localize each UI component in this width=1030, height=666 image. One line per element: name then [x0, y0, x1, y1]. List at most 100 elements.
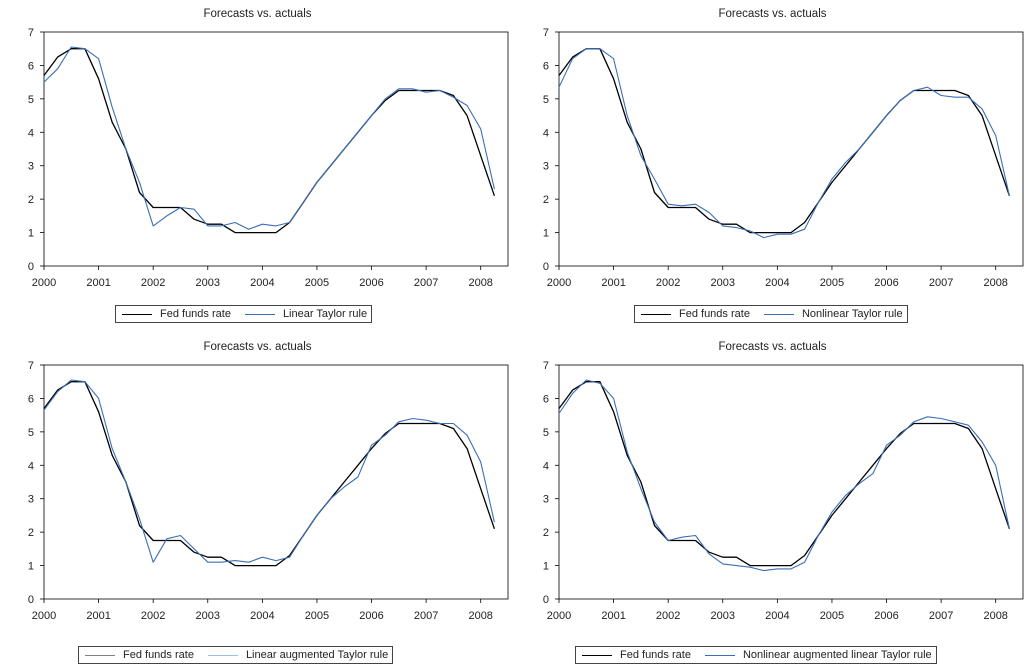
y-tick-label: 7: [543, 360, 549, 372]
x-tick-label: 2001: [86, 610, 110, 622]
x-tick-label: 2007: [929, 277, 953, 289]
chart-panel-1: Forecasts vs. actuals 0 1 2 3 4 5 6 7 2000 2001 20…: [0, 0, 515, 333]
y-tick-label: 7: [28, 27, 34, 39]
legend-swatch: [641, 313, 671, 315]
x-tick-label: 2006: [874, 277, 898, 289]
chart-title: Forecasts vs. actuals: [718, 8, 827, 20]
x-tick-label: 2006: [359, 610, 383, 622]
x-tick-label: 2003: [711, 610, 735, 622]
x-tick-label: 2001: [601, 610, 625, 622]
x-tick-label: 2000: [32, 277, 56, 289]
legend-item: Nonlinear Taylor rule: [762, 308, 903, 320]
y-tick-label: 5: [543, 94, 549, 106]
y-tick-label: 2: [543, 194, 549, 206]
chart-plot-area: 0 1 2 3 4 5 6 7 2000 2001 2002 2003 2004 2005 2006 2007…: [543, 27, 1024, 289]
chart-panel-2: Forecasts vs. actuals 0 1 2 3 4 5 6 7 2000 2001 20…: [515, 0, 1030, 333]
x-tick-label: 2007: [414, 277, 438, 289]
y-tick-label: 6: [28, 393, 34, 405]
series-line-2: [558, 379, 1010, 572]
x-tick-label: 2004: [765, 277, 789, 289]
x-tick-label: 2006: [359, 277, 383, 289]
chart-panel-3: Forecasts vs. actuals 0 1 2 3 4 5 6 7 2000 2001 20…: [0, 333, 515, 666]
legend-label: Fed funds rate: [160, 308, 231, 320]
y-tick-label: 0: [543, 261, 549, 273]
series-line-1: [43, 48, 496, 234]
x-tick-label: 2008: [983, 277, 1007, 289]
x-tick-label: 2002: [656, 277, 680, 289]
chart-panel-4: Forecasts vs. actuals 0 1 2 3 4 5 6 7 2000 2001 20…: [515, 333, 1030, 666]
y-tick-label: 3: [543, 494, 549, 506]
plot-frame: [43, 364, 509, 600]
legend-swatch: [763, 313, 794, 315]
legend-item: Fed funds rate: [120, 308, 231, 320]
x-tick-label: 2004: [250, 277, 274, 289]
plot-frame: [558, 31, 1024, 267]
chart-legend: Fed funds rate Linear augmented Taylor r…: [78, 646, 394, 664]
y-tick-label: 0: [28, 261, 34, 273]
chart-title: Forecasts vs. actuals: [203, 341, 312, 353]
y-tick-label: 0: [28, 594, 34, 606]
x-tick-label: 2008: [983, 610, 1007, 622]
y-tick-label: 1: [543, 228, 549, 240]
y-tick-label: 6: [543, 393, 549, 405]
chart-plot-area: 0 1 2 3 4 5 6 7 2000 2001 2002 2003 2004 2005 2006 2007…: [28, 360, 509, 622]
y-tick-label: 4: [28, 460, 34, 472]
x-tick-label: 2004: [765, 610, 789, 622]
legend-item: Nonlinear augmented linear Taylor rule: [703, 649, 932, 661]
y-tick-label: 3: [28, 161, 34, 173]
x-tick-label: 2005: [305, 277, 329, 289]
x-tick-label: 2000: [547, 610, 571, 622]
legend-swatch: [582, 654, 612, 656]
y-tick-label: 3: [28, 494, 34, 506]
y-tick-label: 2: [543, 527, 549, 539]
legend-item: Fed funds rate: [639, 308, 750, 320]
legend-label: Fed funds rate: [620, 649, 691, 661]
series-line-1: [43, 381, 496, 567]
y-tick-label: 0: [543, 594, 549, 606]
x-tick-label: 2001: [601, 277, 625, 289]
series-line-1: [558, 48, 1011, 234]
x-tick-label: 2002: [141, 277, 165, 289]
series-line-1: [558, 381, 1011, 567]
legend-item: Linear Taylor rule: [243, 308, 367, 320]
chart-legend: Fed funds rate Linear Taylor rule: [115, 305, 373, 323]
x-tick-label: 2003: [196, 610, 220, 622]
x-tick-label: 2005: [820, 277, 844, 289]
x-tick-label: 2003: [711, 277, 735, 289]
legend-item: Linear augmented Taylor rule: [206, 649, 388, 661]
legend-label: Nonlinear Taylor rule: [801, 308, 903, 320]
y-tick-label: 4: [28, 127, 34, 139]
y-tick-label: 3: [543, 161, 549, 173]
y-tick-label: 2: [28, 194, 34, 206]
y-tick-label: 5: [28, 427, 34, 439]
x-tick-label: 2000: [32, 610, 56, 622]
chart-title: Forecasts vs. actuals: [203, 8, 312, 20]
y-tick-label: 7: [28, 360, 34, 372]
x-tick-label: 2004: [250, 610, 274, 622]
series-line-2: [558, 48, 1010, 239]
x-tick-label: 2001: [86, 277, 110, 289]
y-tick-label: 1: [28, 561, 34, 573]
legend-swatch: [122, 313, 152, 315]
y-tick-label: 4: [543, 460, 549, 472]
legend-label: Fed funds rate: [123, 649, 194, 661]
x-tick-label: 2008: [468, 277, 492, 289]
x-tick-label: 2005: [305, 610, 329, 622]
y-tick-label: 6: [543, 60, 549, 72]
x-tick-label: 2006: [874, 610, 898, 622]
legend-item: Fed funds rate: [83, 649, 194, 661]
x-tick-label: 2000: [547, 277, 571, 289]
y-tick-label: 6: [28, 60, 34, 72]
series-line-2: [43, 379, 495, 563]
y-tick-label: 5: [543, 427, 549, 439]
chart-title: Forecasts vs. actuals: [718, 341, 827, 353]
legend-swatch: [244, 313, 275, 315]
x-tick-label: 2002: [656, 610, 680, 622]
y-tick-label: 5: [28, 94, 34, 106]
y-tick-label: 4: [543, 127, 549, 139]
x-tick-label: 2007: [414, 610, 438, 622]
chart-plot-area: 0 1 2 3 4 5 6 7 2000 2001 2002 2003 2004 2005 2006 2007…: [543, 360, 1024, 622]
x-tick-label: 2003: [196, 277, 220, 289]
legend-item: Fed funds rate: [580, 649, 691, 661]
plot-frame: [558, 364, 1024, 600]
